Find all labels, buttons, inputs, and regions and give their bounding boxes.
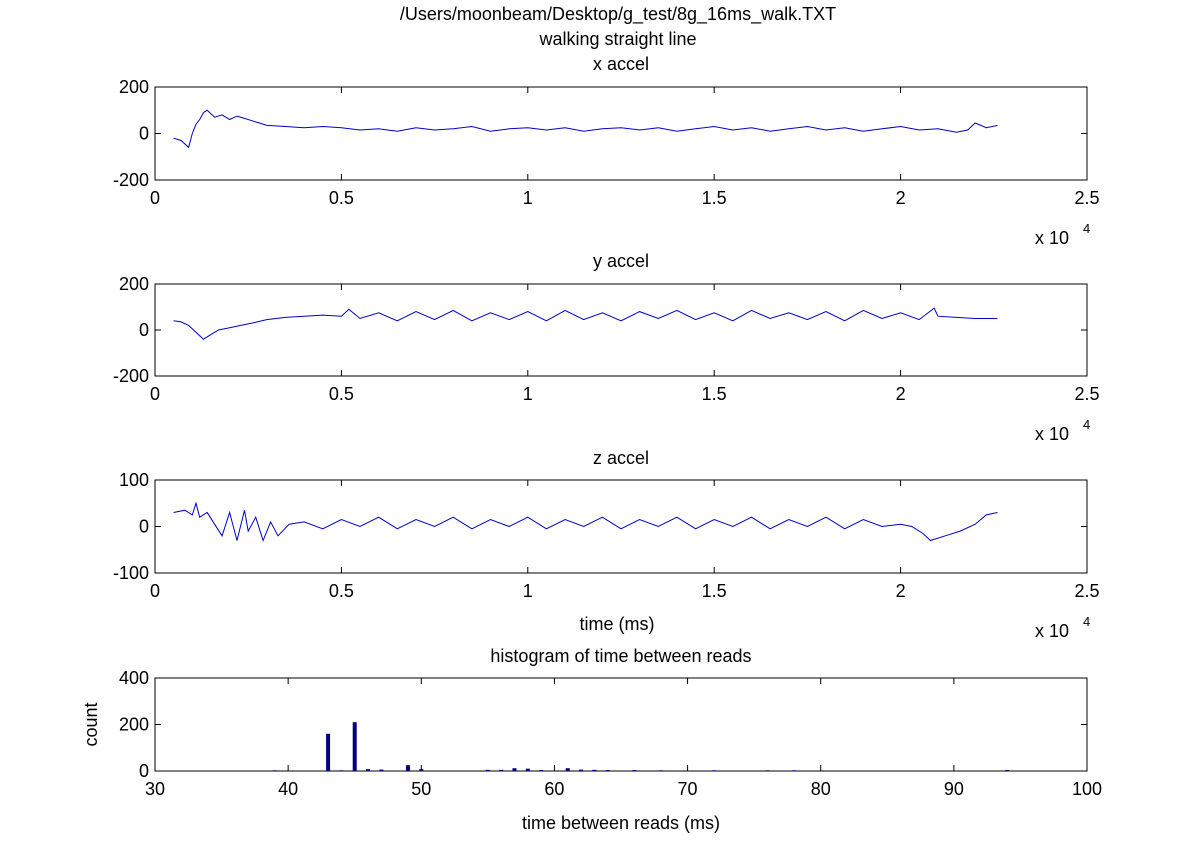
y-accel-ytick-label: 0	[139, 320, 149, 340]
histogram-xtick-label: 50	[411, 779, 431, 799]
histogram-xtick-label: 100	[1072, 779, 1102, 799]
z-accel-ytick-label: 0	[139, 517, 149, 537]
z-accel-title: z accel	[593, 448, 649, 468]
histogram-bar	[592, 769, 597, 771]
x-accel-x-multiplier-exponent: 4	[1083, 221, 1090, 236]
y-accel-ytick-label: 200	[119, 274, 149, 294]
x-accel-ytick-label: -200	[113, 170, 149, 190]
histogram-ytick-label: 200	[119, 715, 149, 735]
y-accel-xtick-label: 2.5	[1074, 384, 1099, 404]
histogram-plot-frame	[154, 677, 1088, 772]
y-accel-x-multiplier-exponent: 4	[1083, 417, 1090, 432]
z-accel-plot-frame	[154, 479, 1088, 574]
histogram-bar	[326, 733, 331, 771]
y-accel-xtick-label: 0	[150, 384, 160, 404]
y-accel-x-multiplier: x 10	[1035, 424, 1069, 444]
z-accel-xtick-label: 0.5	[329, 581, 354, 601]
histogram-bar	[512, 768, 517, 771]
y-accel-ytick-label: -200	[113, 366, 149, 386]
histogram-xtick-label: 30	[145, 779, 165, 799]
z-accel-xtick-label: 1.5	[702, 581, 727, 601]
histogram-xlabel: time between reads (ms)	[522, 813, 720, 833]
histogram-bar	[499, 769, 504, 771]
histogram-bar	[712, 770, 717, 771]
x-accel-ytick-label: 0	[139, 124, 149, 144]
z-accel-xtick-label: 1	[523, 581, 533, 601]
histogram-bar	[525, 768, 530, 771]
x-accel-xtick-label: 0	[150, 188, 160, 208]
x-accel-ytick-label: 200	[119, 77, 149, 97]
histogram-bar	[539, 770, 544, 771]
histogram-bar	[352, 722, 357, 771]
histogram-xtick-label: 40	[278, 779, 298, 799]
histogram-bar	[658, 770, 663, 771]
histogram-bar	[565, 768, 570, 771]
z-accel-xtick-label: 2.5	[1074, 581, 1099, 601]
x-accel-xtick-label: 1	[523, 188, 533, 208]
z-accel-xtick-label: 0	[150, 581, 160, 601]
x-accel-plot-frame	[154, 86, 1088, 181]
histogram-bar	[792, 770, 797, 771]
x-accel-xtick-label: 1.5	[702, 188, 727, 208]
z-accel-series-line	[173, 501, 998, 542]
x-accel-title: x accel	[593, 54, 649, 74]
histogram-bar	[765, 770, 770, 771]
histogram-bar	[485, 769, 490, 771]
histogram-bar	[419, 769, 424, 771]
histogram-bar	[1005, 770, 1010, 771]
y-accel-xtick-label: 2	[896, 384, 906, 404]
histogram-bar	[272, 770, 277, 771]
histogram-xtick-label: 90	[944, 779, 964, 799]
histogram-bar	[366, 769, 371, 771]
figure-title-line1: /Users/moonbeam/Desktop/g_test/8g_16ms_w…	[400, 4, 836, 25]
x-accel-xtick-label: 2.5	[1074, 188, 1099, 208]
z-accel-xlabel: time (ms)	[580, 614, 655, 634]
y-accel-title: y accel	[593, 251, 649, 271]
z-accel-x-multiplier: x 10	[1035, 621, 1069, 641]
z-accel-ytick-label: -100	[113, 563, 149, 583]
z-accel-xtick-label: 2	[896, 581, 906, 601]
histogram-bar	[405, 765, 410, 771]
histogram-bar	[632, 770, 637, 771]
histogram-bar	[579, 769, 584, 771]
histogram-panel: histogram of time between reads 30 40 50 60 7…	[81, 646, 1102, 833]
y-accel-xtick-label: 1.5	[702, 384, 727, 404]
y-accel-xtick-label: 0.5	[329, 384, 354, 404]
histogram-xtick-label: 80	[811, 779, 831, 799]
y-accel-series-line	[173, 307, 998, 340]
histogram-xtick-label: 70	[678, 779, 698, 799]
x-accel-xtick-label: 2	[896, 188, 906, 208]
z-accel-x-multiplier-exponent: 4	[1083, 614, 1090, 629]
histogram-ytick-label: 400	[119, 668, 149, 688]
y-accel-xtick-label: 1	[523, 384, 533, 404]
x-accel-series-line	[173, 109, 998, 149]
histogram-ytick-label: 0	[139, 761, 149, 781]
figure-title-line2: walking straight line	[538, 29, 696, 49]
histogram-bar	[379, 769, 384, 771]
y-accel-plot-frame	[154, 283, 1088, 377]
x-accel-x-multiplier: x 10	[1035, 228, 1069, 248]
histogram-bar	[605, 770, 610, 771]
histogram-bar	[339, 770, 344, 771]
z-accel-ytick-label: 100	[119, 470, 149, 490]
histogram-xtick-label: 60	[544, 779, 564, 799]
histogram-ylabel: count	[81, 702, 101, 746]
histogram-title: histogram of time between reads	[490, 646, 751, 666]
x-accel-xtick-label: 0.5	[329, 188, 354, 208]
